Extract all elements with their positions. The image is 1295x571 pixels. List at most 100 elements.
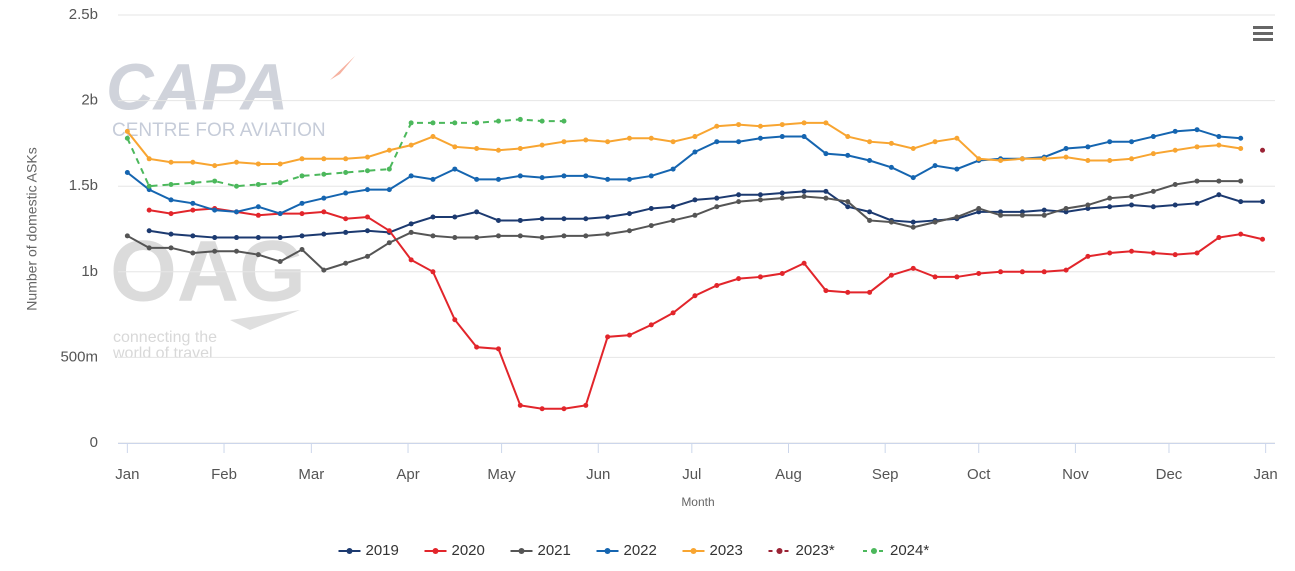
data-point bbox=[517, 116, 523, 122]
data-point bbox=[605, 139, 611, 145]
data-point bbox=[364, 228, 370, 234]
data-point bbox=[954, 166, 960, 172]
legend-item[interactable]: 2023 bbox=[682, 542, 743, 559]
watermark-text: connecting the bbox=[113, 329, 217, 346]
data-point bbox=[212, 163, 218, 169]
data-point bbox=[692, 197, 698, 203]
data-point bbox=[1019, 209, 1025, 215]
data-point bbox=[1238, 199, 1244, 205]
data-point bbox=[736, 276, 742, 282]
series-line bbox=[126, 118, 564, 188]
data-point bbox=[1085, 205, 1091, 211]
data-point bbox=[1216, 142, 1222, 148]
x-tick-label: Jan bbox=[115, 466, 139, 483]
data-point bbox=[801, 193, 807, 199]
data-point bbox=[845, 134, 851, 140]
watermark: CAPA CENTRE FOR AVIATION OAG connecting … bbox=[106, 49, 355, 362]
legend-item[interactable]: 2022 bbox=[596, 542, 657, 559]
data-point bbox=[146, 207, 152, 213]
data-point bbox=[517, 146, 523, 152]
data-point bbox=[845, 289, 851, 295]
data-point bbox=[1041, 212, 1047, 218]
data-point bbox=[190, 233, 196, 239]
x-tick-label: Dec bbox=[1156, 466, 1183, 483]
data-point bbox=[670, 166, 676, 172]
data-point bbox=[1194, 178, 1200, 184]
legend-item[interactable]: 2020 bbox=[424, 542, 485, 559]
data-point bbox=[277, 211, 283, 217]
legend-swatch-dot bbox=[690, 548, 697, 554]
data-point bbox=[1150, 250, 1156, 256]
y-tick-label: 0 bbox=[90, 434, 98, 451]
data-point bbox=[1041, 269, 1047, 275]
data-point bbox=[976, 156, 982, 162]
legend-item[interactable]: 2019 bbox=[338, 542, 399, 559]
data-point bbox=[583, 137, 589, 143]
data-point bbox=[1107, 158, 1113, 164]
data-point bbox=[736, 122, 742, 128]
legend-item[interactable]: 2023* bbox=[768, 542, 835, 559]
menu-button[interactable] bbox=[1250, 22, 1276, 44]
data-point bbox=[910, 224, 916, 230]
legend-item[interactable]: 2021 bbox=[510, 542, 571, 559]
series-line bbox=[126, 180, 1241, 272]
data-point bbox=[190, 250, 196, 256]
watermark-text: world of travel bbox=[112, 345, 213, 362]
data-point bbox=[998, 212, 1004, 218]
data-point bbox=[801, 188, 807, 194]
data-point bbox=[1085, 253, 1091, 259]
data-point bbox=[1107, 204, 1113, 210]
data-point bbox=[146, 187, 152, 193]
data-point bbox=[277, 161, 283, 167]
data-point bbox=[190, 180, 196, 186]
data-point bbox=[1216, 178, 1222, 184]
data-point bbox=[779, 134, 785, 140]
data-point bbox=[626, 135, 632, 141]
data-point bbox=[343, 260, 349, 266]
data-point bbox=[212, 207, 218, 213]
legend-label: 2022 bbox=[624, 542, 657, 559]
data-point bbox=[670, 139, 676, 145]
data-point bbox=[299, 200, 305, 206]
data-point bbox=[561, 233, 567, 239]
legend-label: 2019 bbox=[366, 542, 399, 559]
data-point bbox=[1172, 128, 1178, 134]
data-point bbox=[474, 235, 480, 241]
data-point bbox=[779, 190, 785, 196]
data-point bbox=[801, 120, 807, 126]
data-point bbox=[976, 271, 982, 277]
data-point bbox=[321, 231, 327, 237]
data-point bbox=[801, 134, 807, 140]
data-point bbox=[539, 406, 545, 412]
data-point bbox=[146, 156, 152, 162]
data-point bbox=[452, 144, 458, 150]
data-point bbox=[299, 247, 305, 253]
data-point bbox=[1216, 235, 1222, 241]
data-point bbox=[1216, 192, 1222, 198]
y-tick-label: 2b bbox=[81, 92, 98, 109]
data-point bbox=[386, 147, 392, 153]
data-point bbox=[910, 146, 916, 152]
y-tick-label: 2.5b bbox=[69, 6, 98, 23]
data-point bbox=[190, 159, 196, 165]
data-point bbox=[692, 293, 698, 299]
data-point bbox=[736, 192, 742, 198]
y-axis-title: Number of domestic ASKs bbox=[24, 147, 40, 310]
data-point bbox=[692, 134, 698, 140]
data-point bbox=[255, 252, 261, 258]
x-tick-label: Mar bbox=[298, 466, 324, 483]
data-point bbox=[998, 209, 1004, 215]
legend-swatch-dot bbox=[346, 548, 353, 554]
data-point bbox=[626, 228, 632, 234]
legend-item[interactable]: 2024* bbox=[863, 542, 929, 559]
series bbox=[1260, 147, 1266, 153]
data-point bbox=[605, 214, 611, 220]
data-point bbox=[364, 168, 370, 174]
series bbox=[124, 127, 1244, 217]
data-point bbox=[1041, 207, 1047, 213]
data-point bbox=[1150, 188, 1156, 194]
data-point bbox=[1194, 144, 1200, 150]
data-point bbox=[1194, 250, 1200, 256]
data-point bbox=[343, 170, 349, 176]
data-point bbox=[714, 195, 720, 201]
